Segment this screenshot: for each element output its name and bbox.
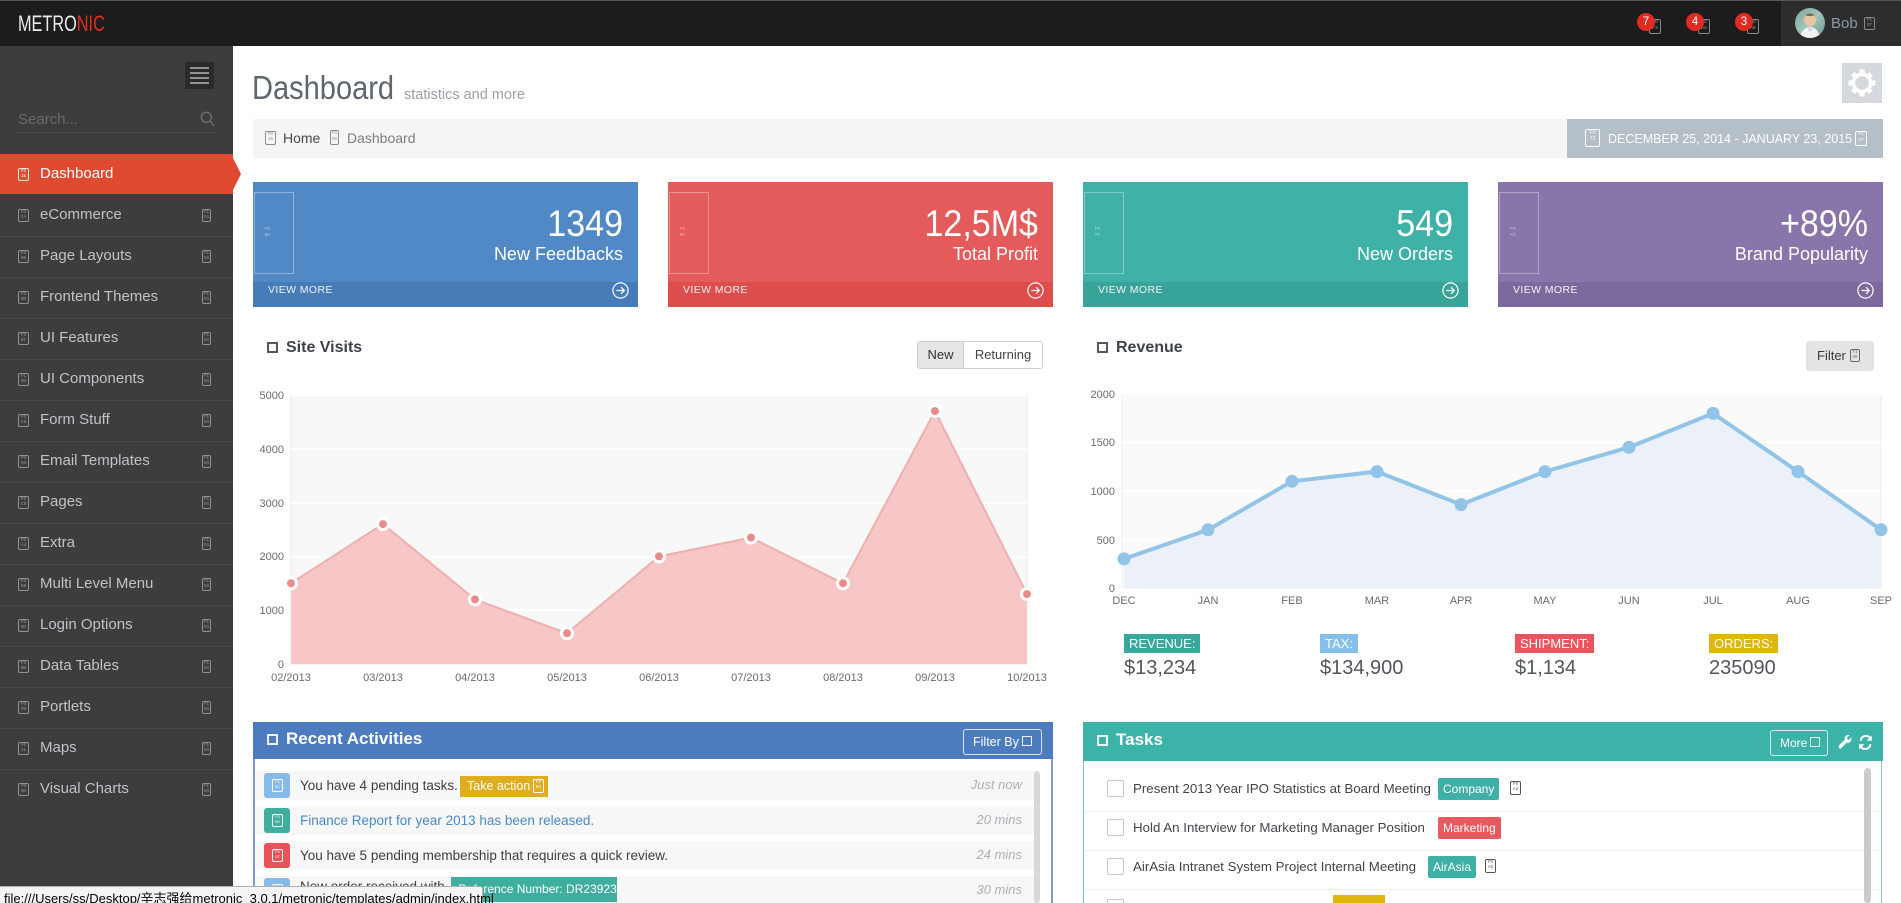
svg-text:DEC: DEC [1112, 595, 1135, 607]
svg-text:09/2013: 09/2013 [915, 672, 955, 684]
svg-text:JUN: JUN [1618, 595, 1639, 607]
svg-text:1500: 1500 [1091, 437, 1115, 449]
svg-text:500: 500 [1097, 535, 1115, 547]
svg-text:04/2013: 04/2013 [455, 672, 495, 684]
svg-text:MAR: MAR [1365, 595, 1390, 607]
svg-text:2000: 2000 [260, 551, 284, 563]
svg-text:MAY: MAY [1533, 595, 1557, 607]
svg-text:08/2013: 08/2013 [823, 672, 863, 684]
svg-text:0: 0 [1109, 583, 1115, 595]
svg-text:05/2013: 05/2013 [547, 672, 587, 684]
svg-text:3000: 3000 [260, 498, 284, 510]
svg-text:03/2013: 03/2013 [363, 672, 403, 684]
svg-text:1000: 1000 [260, 605, 284, 617]
svg-text:2000: 2000 [1091, 389, 1115, 401]
svg-text:AUG: AUG [1786, 595, 1810, 607]
svg-text:JUL: JUL [1703, 595, 1723, 607]
svg-text:APR: APR [1450, 595, 1473, 607]
svg-text:JAN: JAN [1198, 595, 1219, 607]
svg-text:4000: 4000 [260, 444, 284, 456]
svg-text:10/2013: 10/2013 [1007, 672, 1047, 684]
svg-text:06/2013: 06/2013 [639, 672, 679, 684]
svg-text:FEB: FEB [1281, 595, 1302, 607]
svg-text:0: 0 [278, 659, 284, 671]
svg-text:07/2013: 07/2013 [731, 672, 771, 684]
svg-text:5000: 5000 [260, 390, 284, 402]
svg-text:02/2013: 02/2013 [271, 672, 311, 684]
svg-text:SEP: SEP [1870, 595, 1892, 607]
svg-text:1000: 1000 [1091, 486, 1115, 498]
